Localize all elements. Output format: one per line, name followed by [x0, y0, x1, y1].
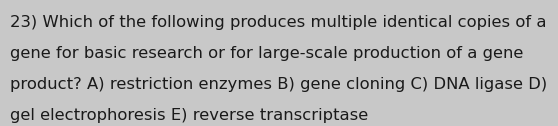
Text: gene for basic research or for large-scale production of a gene: gene for basic research or for large-sca…: [10, 46, 523, 61]
Text: 23) Which of the following produces multiple identical copies of a: 23) Which of the following produces mult…: [10, 15, 546, 30]
Text: product? A) restriction enzymes B) gene cloning C) DNA ligase D): product? A) restriction enzymes B) gene …: [10, 77, 547, 92]
Text: gel electrophoresis E) reverse transcriptase: gel electrophoresis E) reverse transcrip…: [10, 108, 368, 123]
